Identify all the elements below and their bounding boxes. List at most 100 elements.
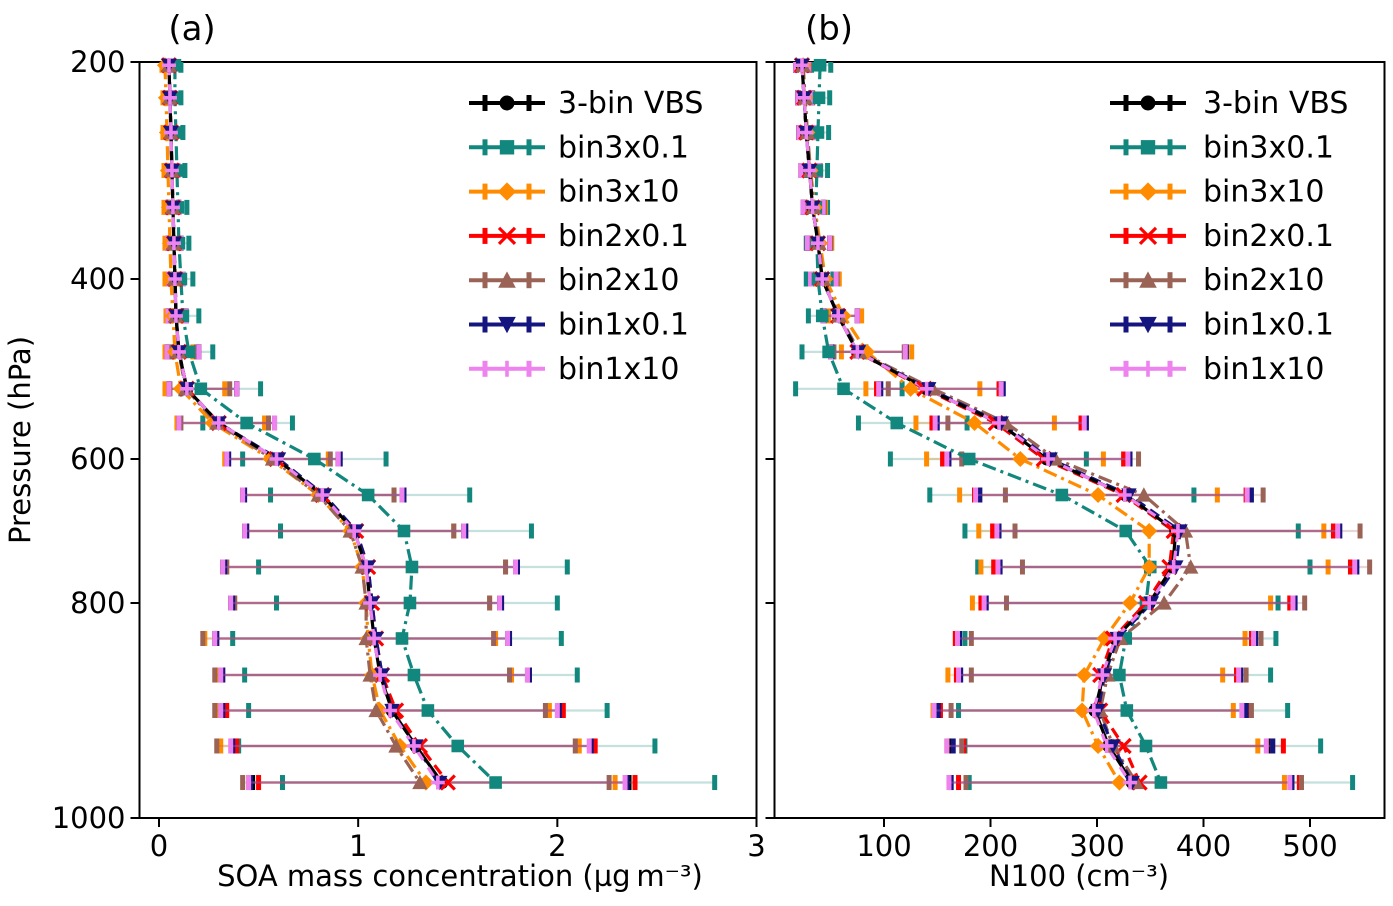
whisker-cap-lo-bin2x10 [968,630,974,646]
legend-label: bin1x0.1 [558,308,689,343]
legend-cap-right [1167,272,1173,289]
marker-square [407,668,421,682]
whisker-cap-hi-bin2x01 [592,738,598,754]
whisker-cap-hi-bin3x10 [1100,451,1106,467]
marker-plus [799,125,814,140]
whisker-cap-hi-bin1x10 [1287,775,1293,791]
marker-plus [359,560,374,574]
whisker-cap-lo-bin3x01 [962,630,968,646]
marker-square [890,416,904,430]
x-axis-label-b: N100 (cm⁻³) [989,859,1169,893]
legend-label: bin1x0.1 [1203,308,1334,343]
whisker-cap-hi-bin1x10 [272,415,278,431]
whisker-cap-hi-bin2x10 [1367,559,1373,575]
whisker-cap-hi-bin1x10 [234,381,240,397]
marker-square [822,345,835,359]
whisker-cap-lo-bin3x01 [962,523,968,539]
whisker-cap-hi-bin2x10 [491,630,497,646]
whisker-cap-hi-bin1x10 [1081,415,1087,431]
marker-plus [797,90,812,105]
whisker-cap-hi-bin1x10 [622,775,628,791]
whisker-cap-lo-bin3x10 [957,487,963,503]
marker-circle [1140,95,1156,111]
whisker-cap-hi-bin3x10 [909,344,915,360]
legend-cap-left [482,183,488,200]
whisker-cap-hi-bin3x10 [1242,630,1248,646]
whisker-cap-hi-bin1x10 [1263,738,1269,754]
whisker-cap-hi-bin2x10 [606,775,612,791]
legend-cap-right [526,227,532,244]
x-tick-label: 0 [150,829,168,863]
markers-layer [156,57,502,791]
y-axis-label: Pressure (hPa) [3,336,37,544]
legend-cap-left [1123,316,1129,333]
whisker-cap-hi-bin3x01 [828,62,834,73]
whisker-cap-hi-bin1x10 [1335,523,1341,539]
whisker-cap-hi-bin3x10 [546,703,552,718]
marker-square [308,452,321,466]
whisker-cap-lo-bin2x10 [959,738,965,754]
x-axis-label-a: SOA mass concentration (µg m⁻³) [217,859,703,893]
whisker-cap-lo-bin1x10 [956,667,962,683]
marker-plus [168,308,183,323]
legend-cap-right [1167,139,1173,156]
whisker-cap-lo-bin2x10 [214,738,220,754]
marker-square [395,632,409,645]
legend-cap-right [1167,316,1173,333]
whisker-cap-hi-bin2x01 [1280,738,1286,754]
whisker-cap-hi-bin1x10 [1236,667,1242,683]
marker-square [837,382,850,396]
marker-diamond [1141,522,1158,540]
whisker-cap-hi-bin3x01 [258,381,264,397]
whisker-cap-hi-bin2x01 [1330,523,1336,539]
marker-x [1138,226,1158,246]
marker-square [361,488,375,502]
whisker-cap-hi-bin2x10 [503,559,509,575]
whisker-cap-hi-bin1x10 [335,451,341,467]
whisker-cap-hi-bin1x10 [505,630,511,646]
marker-plus [163,125,178,140]
whisker-cap-lo-bin1x10 [212,630,218,646]
whisker-cap-hi-bin2x10 [1258,630,1264,646]
marker-plus [162,90,177,105]
whisker-cap-hi-bin3x01 [184,199,190,215]
legend-item-bin2x01: bin2x0.1 [469,219,689,254]
whisker-cap-hi-bin3x01 [1285,703,1291,718]
marker-square [1055,488,1069,502]
whisker-cap-lo-bin3x01 [803,271,809,287]
whisker-cap-lo-bin2x01 [256,775,262,791]
legend-label: bin1x10 [558,352,679,387]
whisker-cap-hi-bin1x10 [1352,559,1358,575]
marker-plus [919,381,934,396]
marker-plus [347,524,362,538]
marker-square [451,739,465,753]
whisker-cap-hi-bin3x10 [1325,559,1331,575]
marker-x [497,226,517,246]
whisker-cap-hi-bin3x10 [1268,595,1274,611]
legend-item-bin2x10: bin2x10 [1110,263,1324,298]
whisker-cap-lo-bin1x10 [808,271,814,287]
whisker-cap-lo-bin1x10 [804,235,810,251]
marker-plus [269,452,284,466]
whisker-cap-hi-bin3x10 [222,381,228,397]
whisker-cap-lo-bin3x01 [256,559,262,575]
whisker-cap-hi-bin3x01 [190,271,196,287]
marker-plus [1170,524,1185,538]
marker-triangle-up [1139,271,1157,288]
x-tick-label: 400 [1176,829,1231,863]
whisker-cap-lo-bin2x10 [212,703,218,718]
whisker-cap-hi-bin2x10 [1302,595,1308,611]
marker-circle [499,95,515,111]
legend-cap-right [526,272,532,289]
legend-item-bin3x10: bin3x10 [1110,175,1324,210]
whisker-cap-hi-bin1x10 [399,487,405,503]
marker-plus [1166,560,1181,574]
whisker-cap-hi-bin3x10 [859,308,865,324]
whisker-cap-lo-bin1x01 [935,703,941,718]
marker-plus [165,200,180,215]
whisker-cap-lo-bin3x10 [976,523,982,539]
whisker-cap-lo-bin3x01 [887,451,893,467]
marker-plus [367,631,382,646]
whisker-cap-lo-bin1x10 [228,595,234,611]
marker-plus [815,272,830,286]
